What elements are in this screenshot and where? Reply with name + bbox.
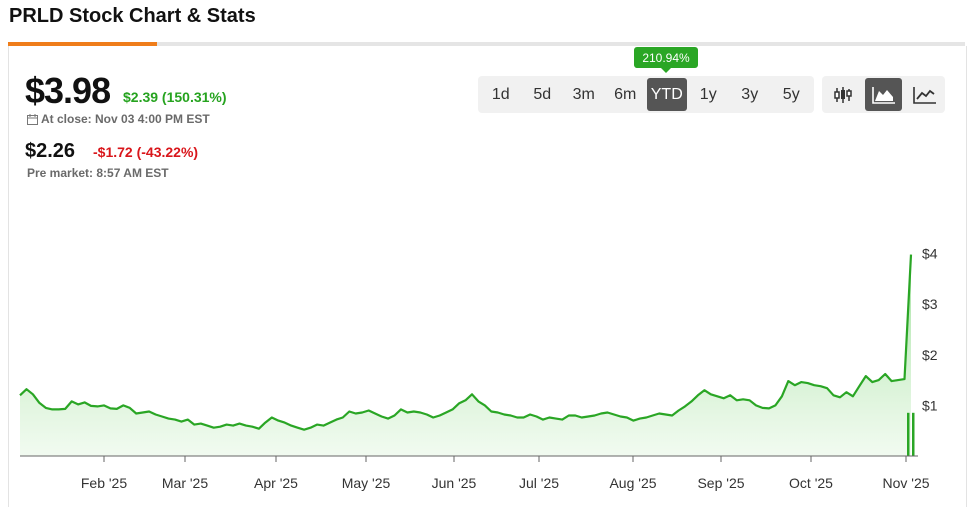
calendar-icon (27, 113, 38, 125)
range-selector: 1d 5d 3m 6m YTD 1y 3y 5y (478, 76, 814, 113)
x-tick-label: Sep '25 (697, 475, 744, 491)
x-tick-label: Jul '25 (519, 475, 559, 491)
chart-card (8, 46, 967, 507)
candlestick-icon (833, 86, 852, 103)
premarket-time: Pre market: 8:57 AM EST (27, 166, 169, 180)
range-button-ytd[interactable]: YTD (646, 78, 687, 111)
line-chart-icon (912, 86, 936, 104)
mountain-chart-icon (871, 86, 895, 104)
y-tick-label: $4 (922, 246, 938, 262)
range-button-5d[interactable]: 5d (533, 85, 552, 103)
y-tick-label: $1 (922, 397, 938, 413)
price-area (20, 254, 911, 456)
y-tick-label: $2 (922, 347, 938, 363)
range-button-5y[interactable]: 5y (782, 85, 800, 103)
x-tick-label: Nov '25 (882, 475, 929, 491)
active-section-indicator (8, 42, 157, 46)
y-tick-label: $3 (922, 296, 938, 312)
x-tick-label: Jun '25 (432, 475, 477, 491)
volume-bar (907, 412, 910, 456)
price-line (19, 254, 913, 431)
close-info: At close: Nov 03 4:00 PM EST (27, 112, 210, 126)
x-tick-label: Aug '25 (609, 475, 656, 491)
section-divider (8, 42, 965, 46)
range-button-6m[interactable]: 6m (614, 85, 637, 103)
volume-bar (912, 412, 915, 456)
candlestick-button[interactable] (824, 78, 861, 111)
range-button-1d[interactable]: 1d (491, 85, 510, 103)
premarket-change: -$1.72 (-43.22%) (93, 144, 199, 160)
mountain-chart-button[interactable] (865, 78, 902, 111)
x-tick-label: Apr '25 (254, 475, 298, 491)
x-tick-label: Oct '25 (789, 475, 833, 491)
current-price: $3.98 (25, 70, 111, 111)
x-tick-label: May '25 (342, 475, 391, 491)
chart-type-selector (822, 76, 945, 113)
range-button-3m[interactable]: 3m (572, 85, 595, 103)
premarket-price: $2.26 (25, 140, 76, 162)
x-tick-label: Mar '25 (162, 475, 208, 491)
price-change: $2.39 (150.31%) (123, 89, 227, 105)
x-tick-label: Feb '25 (81, 475, 127, 491)
line-chart-button[interactable] (906, 78, 943, 111)
page-title: PRLD Stock Chart & Stats (9, 5, 256, 27)
range-button-3y[interactable]: 3y (741, 85, 759, 103)
range-button-1y[interactable]: 1y (699, 85, 717, 103)
performance-badge: 210.94% (634, 47, 698, 73)
close-time: At close: Nov 03 4:00 PM EST (41, 112, 210, 126)
